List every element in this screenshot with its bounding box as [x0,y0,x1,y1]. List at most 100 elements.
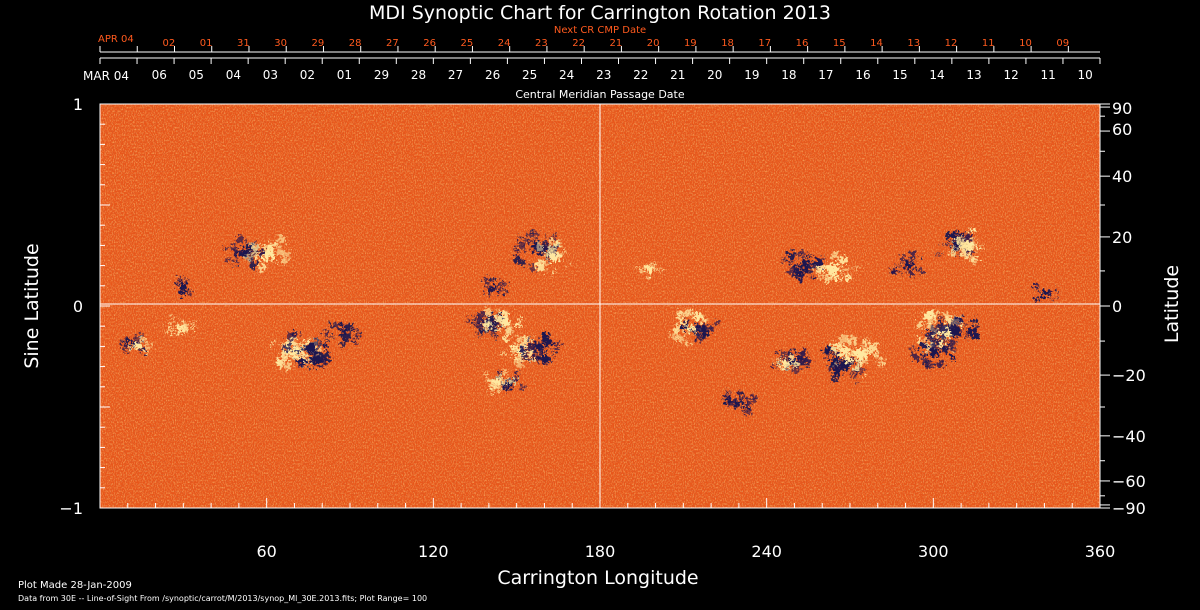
negative-flux-speck [964,332,967,335]
next-cr-date-label: 09 [1056,38,1069,49]
negative-flux-speck [505,388,509,391]
positive-flux-speck [877,358,886,367]
negative-flux-speck [727,398,732,403]
positive-flux-speck [679,335,685,342]
negative-flux-speck [950,345,957,352]
positive-region-core [647,266,653,273]
negative-flux-speck [1033,284,1040,290]
negative-flux-speck [957,255,960,258]
negative-flux-speck [802,269,807,274]
negative-flux-speck [344,323,352,330]
negative-flux-speck [795,354,801,360]
positive-flux-speck [839,346,849,356]
positive-flux-speck [261,244,265,249]
positive-flux-speck [868,343,879,354]
negative-flux-speck [518,235,522,239]
positive-flux-speck [823,277,830,284]
negative-flux-speck [833,352,838,357]
positive-flux-speck [143,338,147,342]
negative-flux-speck [939,243,943,246]
positive-flux-speck [938,340,946,348]
next-cr-date-label: 23 [535,38,548,49]
x-tick-label: 60 [256,542,276,561]
positive-region-core [136,344,142,349]
negative-region-core [180,283,187,289]
negative-flux-speck [528,230,537,240]
positive-flux-speck [959,321,964,327]
positive-flux-speck [483,321,490,328]
x-tick-label: 240 [751,542,782,561]
positive-flux-speck [792,362,798,368]
positive-region [671,309,707,346]
positive-region [949,227,985,264]
positive-flux-speck [258,264,265,271]
negative-flux-speck [541,336,549,344]
negative-flux-speck [951,317,960,325]
positive-flux-speck [128,345,132,350]
negative-flux-speck [788,259,793,264]
negative-flux-speck [972,330,979,337]
positive-flux-speck [671,336,676,340]
negative-flux-speck [249,261,258,270]
positive-flux-speck [489,382,492,385]
negative-region-core [735,399,743,407]
positive-flux-speck [502,311,506,314]
negative-flux-speck [229,246,231,249]
negative-flux-speck [855,371,859,375]
next-cr-start-label: APR 04 [98,34,134,45]
negative-flux-speck [521,354,528,361]
negative-flux-speck [497,287,504,294]
positive-flux-speck [916,320,924,328]
positive-flux-speck [684,332,687,336]
negative-flux-speck [909,251,917,258]
negative-flux-speck [479,335,482,338]
x-tick-label: 360 [1085,542,1116,561]
negative-flux-speck [231,245,237,251]
cmp-date-label: 01 [337,68,352,82]
negative-flux-speck [121,340,125,345]
positive-flux-speck [655,266,660,271]
positive-flux-speck [502,335,509,342]
negative-flux-speck [555,342,562,349]
cmp-date-label: 23 [596,68,611,82]
positive-region [165,317,196,335]
next-cr-date-label: 21 [609,38,622,49]
cmp-date-label: 12 [1003,68,1018,82]
positive-region-core [177,325,184,332]
positive-flux-speck [933,311,939,317]
negative-region [926,315,980,352]
positive-region-core [289,347,300,358]
positive-flux-speck [874,353,879,357]
cmp-date-label: 06 [152,68,167,82]
negative-flux-speck [964,335,967,339]
negative-flux-speck [489,277,495,282]
x-tick-label: 180 [585,542,616,561]
negative-flux-speck [781,257,786,262]
positive-flux-speck [277,249,285,257]
negative-flux-speck [552,352,556,356]
positive-flux-speck [192,322,196,326]
positive-flux-speck [144,348,150,354]
positive-flux-speck [952,247,958,253]
negative-flux-speck [809,360,813,363]
negative-flux-speck [1038,290,1041,293]
positive-flux-speck [788,354,794,360]
y-right-tick-label: −60 [1112,472,1146,491]
positive-flux-speck [840,270,844,273]
positive-flux-speck [535,242,545,251]
positive-flux-speck [834,275,840,281]
positive-flux-speck [506,325,514,334]
negative-flux-speck [330,334,334,338]
positive-flux-speck [251,243,259,252]
y-right-tick-label: −40 [1112,427,1146,446]
cmp-date-label: 05 [189,68,204,82]
next-cr-date-label: 27 [386,38,399,49]
negative-flux-speck [900,255,907,263]
negative-flux-speck [543,348,546,351]
negative-region-core [698,326,707,335]
negative-flux-speck [236,236,245,245]
positive-region-core [964,240,974,250]
positive-flux-speck [854,365,860,372]
next-cr-date-label: 15 [833,38,846,49]
negative-flux-speck [540,354,548,362]
